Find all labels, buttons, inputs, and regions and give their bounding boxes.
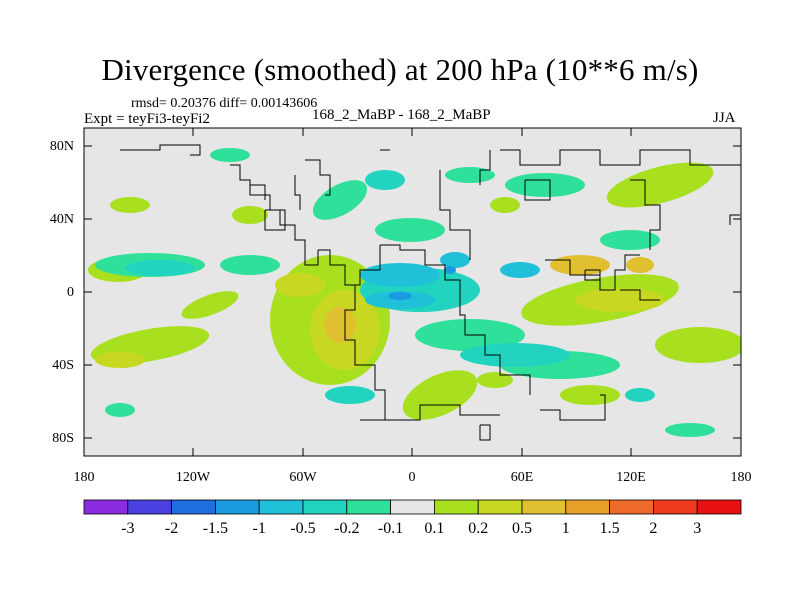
colorbar-label: 0.2 [468, 520, 489, 537]
positive-mid-regions [95, 273, 665, 370]
colorbar-swatch [477, 499, 523, 515]
colorbar-swatch [696, 499, 742, 515]
colorbar [83, 499, 742, 515]
colorbar-label: -0.1 [377, 520, 404, 537]
colorbar-label: 1 [561, 520, 570, 537]
y-tick-0: 0 [67, 285, 74, 300]
y-tick-80s: 80S [52, 431, 74, 446]
colorbar-label: 0.5 [512, 520, 532, 537]
x-tick-180e: 180 [730, 470, 752, 485]
x-tick-0: 0 [408, 470, 416, 485]
colorbar-swatch [127, 499, 173, 515]
colorbar-swatch [83, 499, 129, 515]
negative-strongest-regions [388, 266, 456, 300]
axis-ticks [84, 128, 741, 456]
y-tick-40s: 40S [52, 358, 74, 373]
colorbar-swatch [302, 499, 348, 515]
colorbar-label: -3 [121, 520, 135, 537]
colorbar-swatch [653, 499, 698, 515]
x-tick-180w: 180 [73, 470, 95, 485]
y-tick-40n: 40N [49, 212, 74, 227]
colorbar-swatch [565, 499, 610, 515]
colorbar-label: -0.2 [334, 520, 360, 537]
divergence-field [88, 148, 741, 437]
x-tick-120e: 120E [616, 470, 646, 485]
colorbar-swatch [346, 499, 391, 515]
colorbar-label: -1.5 [202, 520, 229, 537]
y-tick-80n: 80N [49, 139, 74, 154]
colorbar-label: 0.1 [424, 520, 445, 537]
x-tick-60e: 60E [510, 470, 534, 485]
colorbar-label: 2 [649, 520, 658, 537]
x-tick-120w: 120W [175, 470, 211, 485]
experiment-label: Expt = teyFi3-teyFi2 [84, 111, 210, 127]
colorbar-label: -0.5 [290, 520, 316, 537]
colorbar-swatch [609, 499, 654, 515]
colorbar-label: 1.5 [599, 520, 620, 537]
colorbar-swatch [521, 499, 567, 515]
colorbar-swatch [390, 499, 435, 515]
colorbar-label: -1 [252, 520, 266, 537]
colorbar-swatch [433, 499, 479, 515]
colorbar-swatch [258, 499, 304, 515]
coastlines [120, 144, 741, 441]
case-label: 168_2_MaBP - 168_2_MaBP [312, 107, 491, 123]
colorbar-label: 3 [693, 520, 702, 537]
season-label: JJA [713, 110, 736, 126]
colorbar-label: -2 [164, 520, 179, 537]
plot-title: Divergence (smoothed) at 200 hPa (10**6 … [101, 52, 699, 87]
colorbar-swatch [214, 499, 260, 515]
colorbar-swatch [171, 499, 216, 515]
stats-label: rmsd= 0.20376 diff= 0.00143606 [131, 96, 318, 111]
x-tick-60w: 60W [289, 470, 317, 485]
